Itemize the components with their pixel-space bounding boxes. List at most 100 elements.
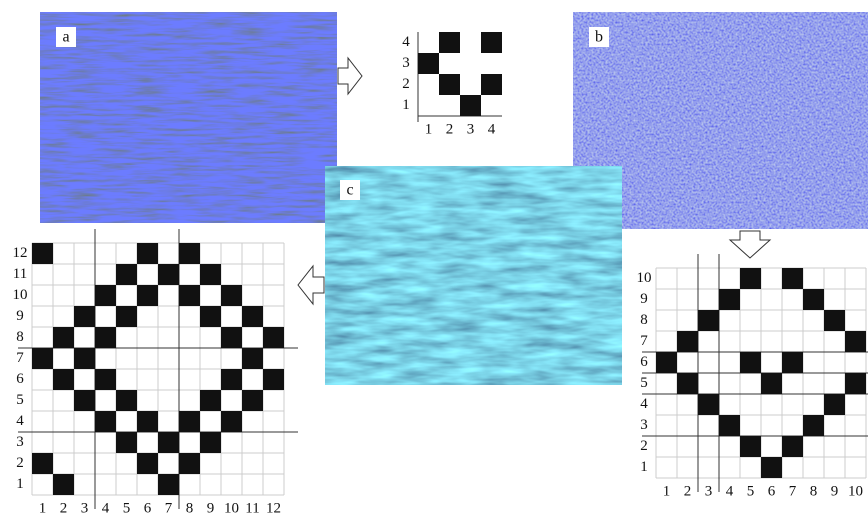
weave-cell [137,285,158,306]
weave-cell [824,310,845,331]
row-label: 8 [16,329,24,345]
row-label: 6 [16,371,24,387]
weave-cell [263,369,284,390]
col-label: 4 [726,483,734,499]
label-box [340,180,360,200]
weave-cell [95,327,116,348]
row-label: 3 [402,55,410,71]
photo-c [324,165,623,386]
weave-cell [221,411,242,432]
row-label: 7 [16,350,24,366]
panel-label: a [62,29,69,46]
weave-cell [221,285,242,306]
row-label: 5 [16,392,24,408]
col-label: 11 [245,500,259,515]
weave-cell [200,390,221,411]
weave-cell [74,348,95,369]
row-label: 2 [16,455,24,471]
row-label: 9 [640,291,648,307]
label-box [589,27,609,47]
weave-cell [158,264,179,285]
weave-cell [824,394,845,415]
weave-cell [74,306,95,327]
row-label: 10 [637,270,652,286]
weave-cell [242,348,263,369]
row-label: 8 [640,312,648,328]
weave-cell [32,348,53,369]
col-label: 9 [831,483,839,499]
weave-cell [740,352,761,373]
weave-cell [677,331,698,352]
col-label: 7 [789,483,797,499]
col-label: 10 [224,500,239,515]
weave-cell [74,390,95,411]
weave-cell [782,352,803,373]
weave-cell [179,285,200,306]
weave-cell [158,432,179,453]
weave-cell [845,373,866,394]
arrow-left [297,264,325,306]
col-label: 12 [266,500,281,515]
col-label: 8 [186,500,194,515]
weave-cell [439,32,460,53]
weave-cell [418,53,439,74]
row-label: 7 [640,333,648,349]
col-label: 2 [684,483,692,499]
row-label: 2 [640,438,648,454]
weave-cell [761,373,782,394]
col-label: 6 [144,500,152,515]
weave-cell [53,327,74,348]
col-label: 6 [768,483,776,499]
col-label: 1 [425,121,433,137]
row-label: 12 [13,245,28,261]
col-label: 7 [165,500,173,515]
row-label: 1 [640,459,648,475]
weave-cell [656,352,677,373]
col-label: 8 [810,483,818,499]
weave-cell [782,268,803,289]
weave-cell [698,310,719,331]
weave-cell [677,373,698,394]
row-label: 2 [402,76,410,92]
weave-cell [845,331,866,352]
weave-cell [740,268,761,289]
weave-cell [803,289,824,310]
weave-cell [116,264,137,285]
weave-cell [481,32,502,53]
weave-cell [158,474,179,495]
weave-cell [95,411,116,432]
col-label: 1 [663,483,671,499]
weave-cell [32,243,53,264]
weave-cell [740,436,761,457]
weave-cell [242,306,263,327]
weave-cell [439,74,460,95]
row-label: 6 [640,354,648,370]
col-label: 3 [705,483,713,499]
weave-cell [460,95,481,116]
weave-cell [719,415,740,436]
weave-cell [137,243,158,264]
row-label: 9 [16,308,24,324]
col-label: 3 [81,500,89,515]
row-label: 11 [13,266,27,282]
weave-cell [116,432,137,453]
col-label: 2 [60,500,68,515]
col-label: 2 [446,121,454,137]
row-label: 3 [16,434,24,450]
weave-cell [179,453,200,474]
arrow-down [728,230,772,259]
col-label: 5 [747,483,755,499]
panel-label: c [346,182,353,199]
row-label: 5 [640,375,648,391]
col-label: 4 [488,121,496,137]
weave-cell [95,369,116,390]
row-label: 3 [640,417,648,433]
weave-cell [179,411,200,432]
weave-cell [481,74,502,95]
photo-a [39,11,338,224]
col-label: 5 [123,500,131,515]
col-label: 3 [467,121,475,137]
weave-cell [200,432,221,453]
